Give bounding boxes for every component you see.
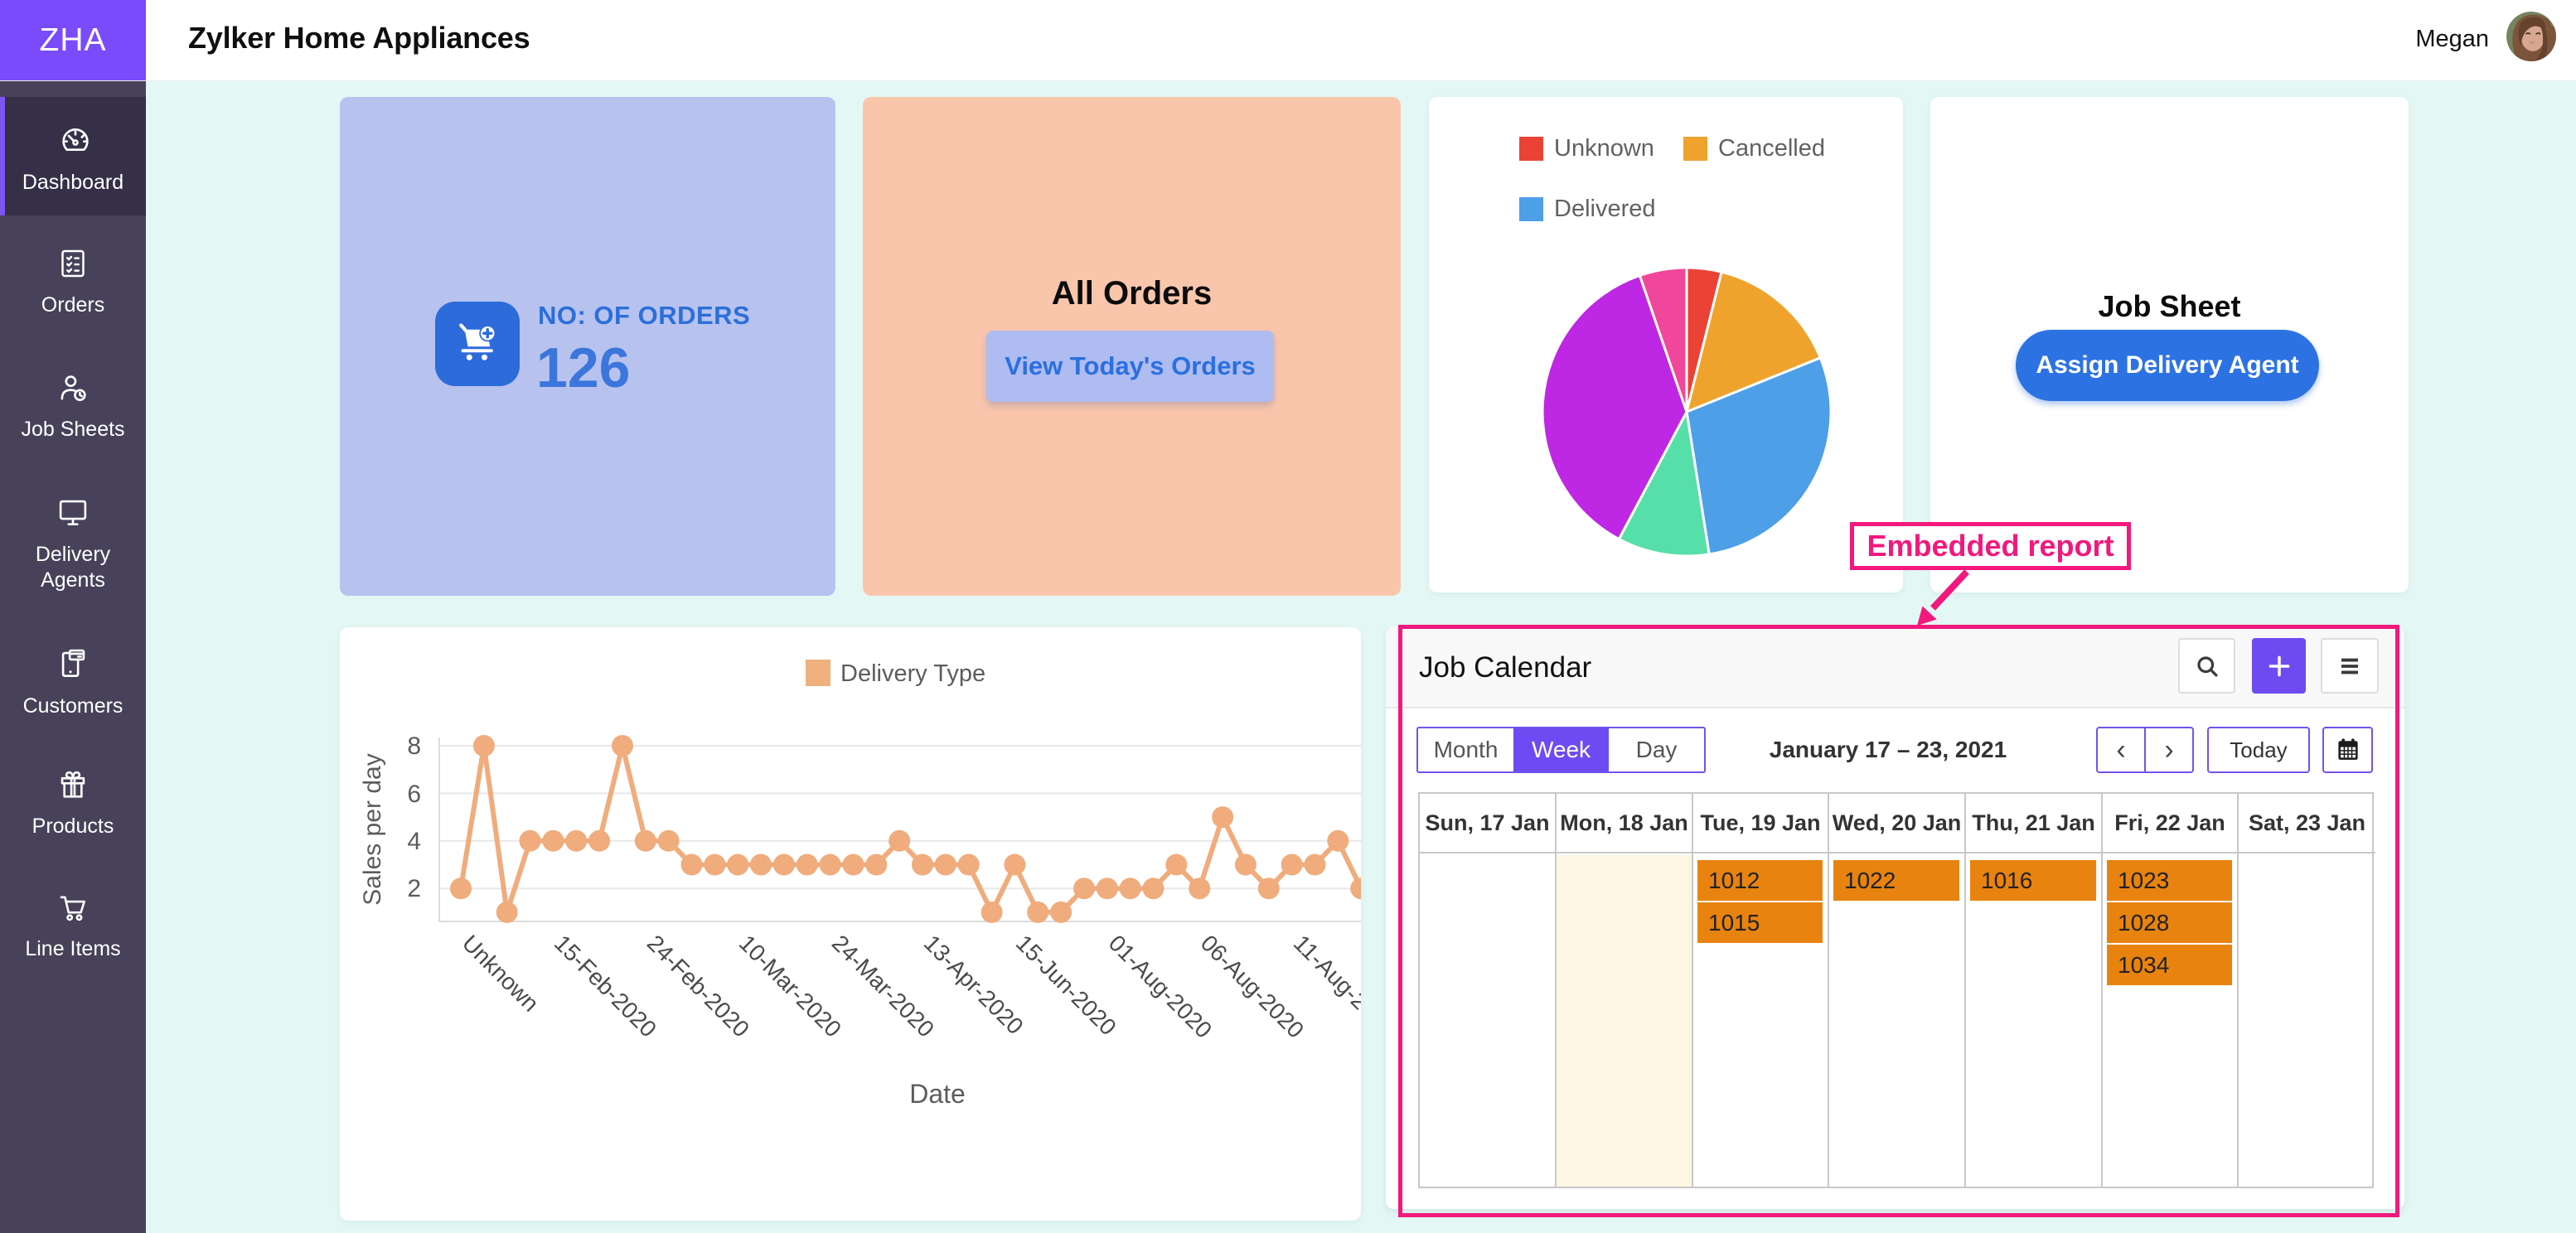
svg-text:8: 8: [407, 733, 421, 760]
svg-text:4: 4: [407, 828, 421, 855]
svg-text:Sales per day: Sales per day: [359, 753, 386, 905]
svg-text:Unknown: Unknown: [458, 930, 544, 1016]
svg-text:Delivery Type: Delivery Type: [840, 660, 985, 687]
svg-text:6: 6: [407, 781, 421, 808]
svg-text:Date: Date: [909, 1079, 966, 1109]
svg-text:2: 2: [407, 875, 421, 902]
